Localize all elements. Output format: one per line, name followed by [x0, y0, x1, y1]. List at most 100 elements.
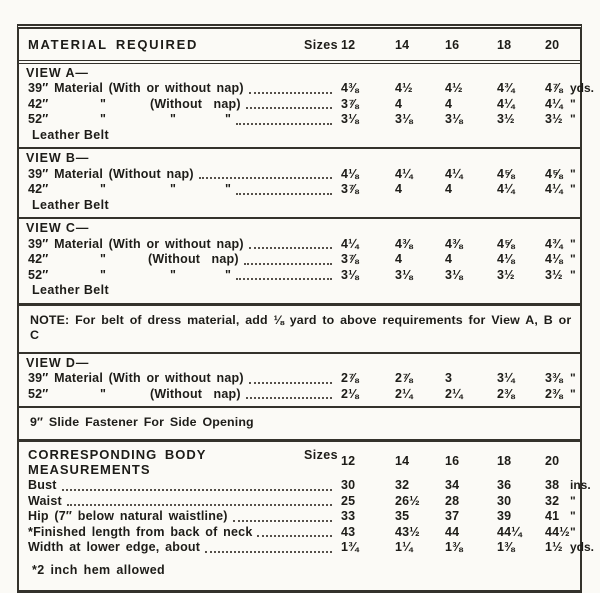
- size-value: 3⅛: [341, 267, 359, 282]
- material-blocks: VIEW A— 39″ Material (With or without nap…: [19, 64, 594, 442]
- size-value: 3⅞: [341, 96, 359, 111]
- material-row: 52″ " " " 3⅛ 3⅛ 3⅛ 3½ 3½ ": [19, 112, 580, 128]
- material-row: 39″ Material (Without nap) 4⅛ 4¼ 4¼ 4⅝ 4⅝ ": [19, 167, 580, 183]
- size-value: 4⅝: [497, 236, 515, 251]
- body-header-label-cell: CORRESPONDING BODY MEASUREMENTS Sizes: [19, 447, 339, 477]
- row-label-cell: *Finished length from back of neck: [19, 525, 339, 541]
- size-value: 4½: [395, 81, 413, 95]
- size-value: 2¼: [445, 386, 463, 401]
- size-value: 3½: [497, 112, 515, 126]
- size-column-header: 20: [545, 38, 560, 52]
- row-label-text: 52″: [28, 112, 49, 126]
- material-row: 42″ " " " 3⅞ 4 4 4¼ 4¼ ": [19, 182, 580, 198]
- size-value: 4: [395, 182, 403, 196]
- header-label-cell: MATERIAL REQUIRED Sizes: [19, 37, 339, 54]
- unit-label: ": [570, 96, 576, 111]
- size-value: 4⅜: [445, 236, 463, 251]
- size-value: 3⅛: [395, 267, 413, 282]
- unit-label: ": [570, 493, 576, 508]
- row-label-cell: 39″ Material (Without nap): [19, 167, 339, 183]
- row-label-cell: 39″ Material (With or without nap): [19, 237, 339, 253]
- view-title: VIEW C—: [26, 221, 90, 235]
- size-value: 4: [395, 96, 403, 111]
- ditto-mark: ": [100, 182, 107, 196]
- unit-label: ": [570, 524, 576, 539]
- dotted-leader: [236, 277, 332, 280]
- dotted-leader: [248, 381, 332, 384]
- size-column-header: 14: [395, 38, 410, 52]
- row-label-cell: 42″ " " ": [19, 182, 339, 198]
- dotted-leader: [248, 246, 332, 249]
- size-value: 4: [445, 182, 453, 196]
- size-value: 4¼: [545, 182, 563, 196]
- size-value: 25: [341, 493, 356, 508]
- view-c-section: VIEW C— 39″ Material (With or without nap…: [19, 219, 580, 306]
- material-row: 39″ Material (With or without nap) 2⅞ 2⅞ 3 3…: [19, 371, 580, 387]
- size-value: 44: [445, 524, 460, 539]
- size-column-header: 18: [497, 454, 512, 469]
- row-label-text: 42″: [28, 96, 49, 111]
- dotted-leader: [205, 550, 332, 553]
- body-title-line2: MEASUREMENTS: [28, 462, 151, 477]
- dotted-leader: [236, 122, 332, 125]
- sizes-label: Sizes: [304, 38, 338, 52]
- unit-label: yds.: [570, 81, 595, 95]
- size-column-header: 16: [445, 454, 460, 469]
- material-row: 42″ " (Without nap) 3⅞ 4 4 4⅛ 4⅛ ": [19, 252, 580, 268]
- size-value: 34: [445, 478, 460, 492]
- ditto-mark: ": [225, 182, 232, 196]
- size-value: 1½: [545, 540, 563, 554]
- ditto-mark: ": [100, 386, 107, 401]
- body-measurement-rows: Bust 30 32 34 36 38 ins. Waist 25 26½ 28 30 32 " Hip (…: [19, 478, 594, 556]
- size-value: 4⅝: [497, 166, 515, 181]
- row-label-cell: 42″ " (Without nap): [19, 97, 339, 113]
- view-title: VIEW B—: [26, 151, 90, 165]
- view-d-section: VIEW D— 39″ Material (With or without nap…: [19, 354, 580, 408]
- size-value: 44¼: [497, 524, 522, 539]
- size-value: 36: [497, 478, 512, 492]
- size-value: 3⅛: [395, 112, 413, 126]
- size-value: 4⅞: [545, 81, 563, 95]
- row-label-cell: Hip (7″ below natural waistline): [19, 509, 339, 525]
- material-requirements-table: MATERIAL REQUIRED Sizes 12 14 16 18 20 V…: [17, 24, 594, 593]
- size-column-header: 20: [545, 454, 560, 469]
- unit-label: ": [570, 182, 576, 196]
- size-value: 3⅛: [341, 112, 359, 126]
- row-label-cell: Waist: [19, 494, 339, 510]
- ditto-mark: ": [100, 267, 107, 282]
- sizes-label: Sizes: [304, 448, 338, 462]
- size-value: 4⅜: [341, 81, 359, 95]
- leather-belt-row: Leather Belt: [32, 127, 110, 142]
- row-label-text: (Without nap): [150, 96, 241, 111]
- size-value: 43½: [395, 524, 420, 539]
- ditto-mark: ": [100, 112, 107, 126]
- size-value: 30: [497, 493, 512, 508]
- size-value: 32: [395, 478, 410, 492]
- size-value: 4¼: [497, 96, 515, 111]
- size-value: 2⅞: [341, 371, 359, 385]
- dotted-leader: [243, 262, 332, 265]
- unit-label: ": [570, 166, 576, 181]
- size-value: 3⅛: [445, 112, 463, 126]
- size-value: 2⅜: [497, 386, 515, 401]
- size-value: 37: [445, 509, 460, 523]
- size-value: 39: [497, 509, 512, 523]
- size-value: 4⅛: [497, 252, 515, 266]
- row-label-text: 39″ Material (With or without nap): [28, 236, 244, 251]
- row-label-cell: 52″ " " ": [19, 268, 339, 284]
- note-text: NOTE: For belt of dress material, add ⅛ …: [30, 312, 572, 342]
- row-label-text: 52″: [28, 267, 49, 282]
- material-row: 39″ Material (With or without nap) 4¼ 4⅜ 4⅜…: [19, 237, 580, 253]
- measurement-row: *Finished length from back of neck 43 43½ 4…: [19, 525, 580, 541]
- row-label-text: 39″ Material (With or without nap): [28, 81, 244, 95]
- size-value: 4¼: [445, 166, 463, 181]
- table-header-row: MATERIAL REQUIRED Sizes 12 14 16 18 20: [19, 37, 580, 54]
- size-value: 3½: [545, 112, 563, 126]
- dotted-leader: [236, 192, 332, 195]
- size-value: 32: [545, 493, 560, 508]
- unit-label: ": [570, 386, 576, 401]
- ditto-mark: ": [100, 96, 107, 111]
- row-label-text: 52″: [28, 386, 49, 401]
- unit-label: ": [570, 371, 576, 385]
- row-label-text: 39″ Material (Without nap): [28, 166, 194, 181]
